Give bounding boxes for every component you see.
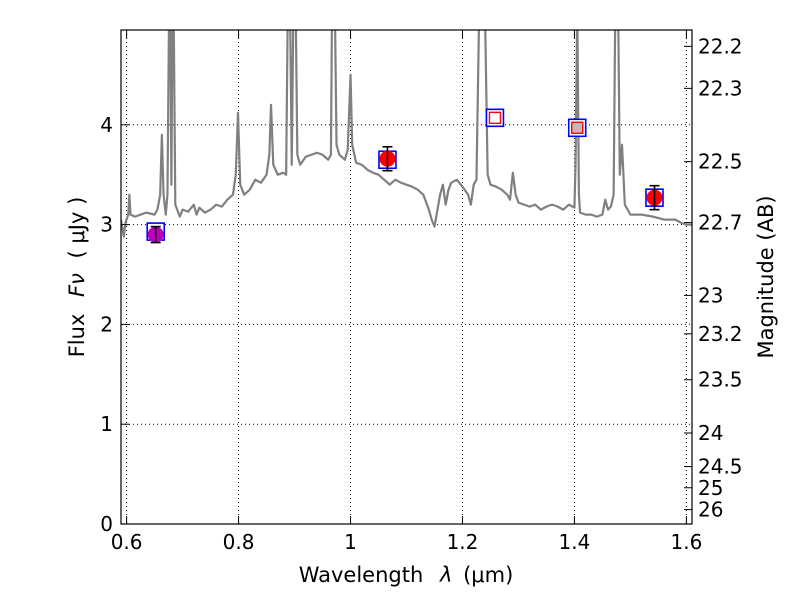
data-layer (121, 30, 692, 238)
open-point-square (488, 111, 502, 125)
marker-layer (146, 108, 664, 244)
right-tick-label: 24.5 (698, 455, 743, 479)
plot-frame (120, 29, 693, 525)
right-tick-label: 26 (698, 498, 723, 522)
y-axis-title: Flux Fν ( μJy ) (65, 197, 89, 358)
right-tick-label: 25 (698, 476, 723, 500)
y-tick-label: 4 (100, 113, 113, 137)
x-axis-title: Wavelength λ (μm) (299, 563, 514, 587)
right-tick-label: 22.3 (698, 76, 743, 100)
y-tick-label: 2 (100, 312, 113, 336)
y-tick-label: 3 (100, 213, 113, 237)
right-tick-label: 23.2 (698, 322, 743, 346)
y-tick-label: 1 (100, 412, 113, 436)
right-tick-label: 22.7 (698, 211, 743, 235)
right-tick-label: 22.2 (698, 34, 743, 58)
x-tick-label: 0.8 (223, 530, 255, 554)
x-tick-label: 1.6 (670, 530, 702, 554)
right-tick-label: 23.5 (698, 368, 743, 392)
x-tick-label: 1.2 (447, 530, 479, 554)
x-tick-label: 1 (344, 530, 357, 554)
open-point-square (571, 121, 584, 135)
right-tick-label: 23 (698, 283, 723, 307)
right-axis-title: Magnitude (AB) (754, 195, 778, 358)
grid (121, 30, 692, 525)
x-tick-label: 0.6 (111, 530, 143, 554)
x-tick-label: 1.4 (559, 530, 591, 554)
y-tick-label: 0 (100, 512, 113, 536)
ticks: 0.6 0.8 1 1.2 1.4 1.60123422.222.322.522.7232… (100, 30, 743, 554)
right-tick-label: 24 (698, 421, 723, 445)
right-tick-label: 22.5 (698, 150, 743, 174)
spectrum-line (121, 30, 692, 238)
